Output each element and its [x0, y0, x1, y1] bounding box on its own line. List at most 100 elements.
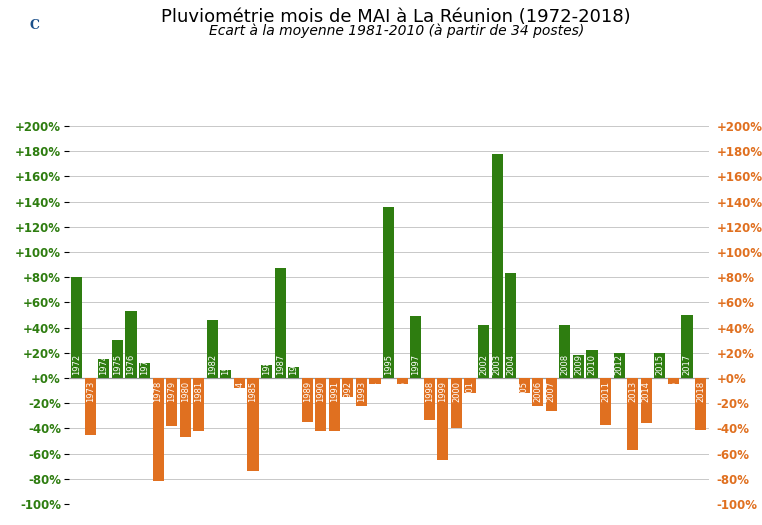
Bar [71, 277, 82, 378]
Bar [695, 378, 706, 429]
Bar [559, 325, 571, 378]
Bar [410, 316, 421, 378]
Text: 1985: 1985 [248, 381, 258, 402]
Text: 2001: 2001 [466, 381, 475, 402]
Text: 1983: 1983 [222, 354, 230, 375]
Bar [573, 355, 584, 378]
Text: 1996: 1996 [398, 381, 407, 402]
Text: 2017: 2017 [683, 354, 691, 375]
Bar [180, 378, 190, 437]
Text: 2013: 2013 [628, 381, 637, 402]
Text: 1979: 1979 [167, 381, 176, 402]
Text: 1977: 1977 [140, 354, 149, 375]
Text: 1974: 1974 [99, 354, 108, 375]
Text: 1989: 1989 [303, 381, 312, 402]
Text: 1998: 1998 [424, 381, 434, 402]
Bar [641, 378, 652, 423]
Bar [220, 371, 232, 378]
Text: 1986: 1986 [262, 354, 271, 375]
Text: 2015: 2015 [655, 354, 664, 375]
Text: 2002: 2002 [479, 354, 488, 375]
Bar [370, 378, 380, 384]
Bar [396, 378, 408, 384]
Bar [600, 378, 611, 425]
Text: 1994: 1994 [370, 381, 379, 402]
Bar [627, 378, 639, 450]
Bar [532, 378, 543, 406]
Text: 2003: 2003 [492, 354, 501, 375]
Text: 1978: 1978 [154, 381, 162, 402]
Text: 1987: 1987 [276, 354, 285, 375]
Bar [424, 378, 435, 419]
Text: 1991: 1991 [330, 381, 339, 402]
Bar [437, 378, 448, 460]
Text: 1990: 1990 [316, 381, 325, 402]
Bar [126, 311, 136, 378]
Bar [9, 14, 59, 38]
Bar [234, 378, 245, 388]
Bar [194, 378, 204, 431]
Bar [519, 378, 530, 393]
Text: 2004: 2004 [506, 354, 515, 375]
Bar [329, 378, 340, 431]
Text: 1993: 1993 [357, 381, 366, 402]
Text: C: C [30, 19, 40, 32]
Bar [681, 315, 693, 378]
Bar [139, 363, 150, 378]
Bar [587, 350, 597, 378]
Text: 2000: 2000 [452, 381, 461, 402]
Bar [274, 268, 286, 378]
Text: 1981: 1981 [194, 381, 203, 402]
Text: 2009: 2009 [574, 354, 583, 375]
Bar [85, 378, 96, 435]
Bar [668, 378, 679, 384]
Bar [248, 378, 258, 471]
Bar [546, 378, 557, 411]
Text: 1995: 1995 [384, 354, 393, 375]
Bar [383, 207, 394, 378]
Text: 1999: 1999 [438, 381, 447, 402]
Text: 2007: 2007 [547, 381, 555, 402]
Bar [464, 378, 475, 393]
Text: Ecart à la moyenne 1981-2010 (à partir de 34 postes): Ecart à la moyenne 1981-2010 (à partir d… [209, 24, 584, 38]
Text: 2006: 2006 [533, 381, 543, 402]
Text: 1975: 1975 [113, 354, 122, 375]
Bar [166, 378, 178, 426]
Bar [315, 378, 326, 431]
Bar [98, 359, 110, 378]
Text: METEO: METEO [21, 46, 49, 52]
Text: 2011: 2011 [601, 381, 610, 402]
Text: 2014: 2014 [642, 381, 651, 402]
Text: 1980: 1980 [181, 381, 190, 402]
Bar [288, 366, 299, 378]
Text: FRANCE: FRANCE [18, 56, 51, 62]
Bar [302, 378, 313, 422]
Bar [613, 353, 625, 378]
Text: 1984: 1984 [235, 381, 244, 402]
Text: 1992: 1992 [344, 381, 353, 402]
Bar [112, 340, 123, 378]
Bar [261, 365, 272, 378]
Text: Pluviométrie mois de MAI à La Réunion (1972-2018): Pluviométrie mois de MAI à La Réunion (1… [162, 8, 631, 26]
Bar [207, 320, 218, 378]
Text: 2008: 2008 [560, 354, 569, 375]
Bar [451, 378, 462, 428]
Text: 1988: 1988 [290, 354, 298, 375]
Text: 2010: 2010 [588, 354, 597, 375]
Bar [356, 378, 367, 406]
Bar [152, 378, 164, 481]
Text: 1997: 1997 [411, 354, 420, 375]
Text: 2016: 2016 [669, 381, 678, 402]
Text: 2012: 2012 [615, 354, 623, 375]
Text: 1973: 1973 [86, 381, 94, 402]
Text: 1976: 1976 [126, 354, 136, 375]
Bar [478, 325, 489, 378]
Text: 2005: 2005 [520, 381, 529, 402]
Bar [342, 378, 354, 397]
Bar [505, 274, 516, 378]
Bar [491, 154, 503, 378]
Text: 1972: 1972 [72, 354, 82, 375]
Text: 1982: 1982 [208, 354, 217, 375]
Bar [655, 353, 665, 378]
Text: 2018: 2018 [696, 381, 705, 402]
